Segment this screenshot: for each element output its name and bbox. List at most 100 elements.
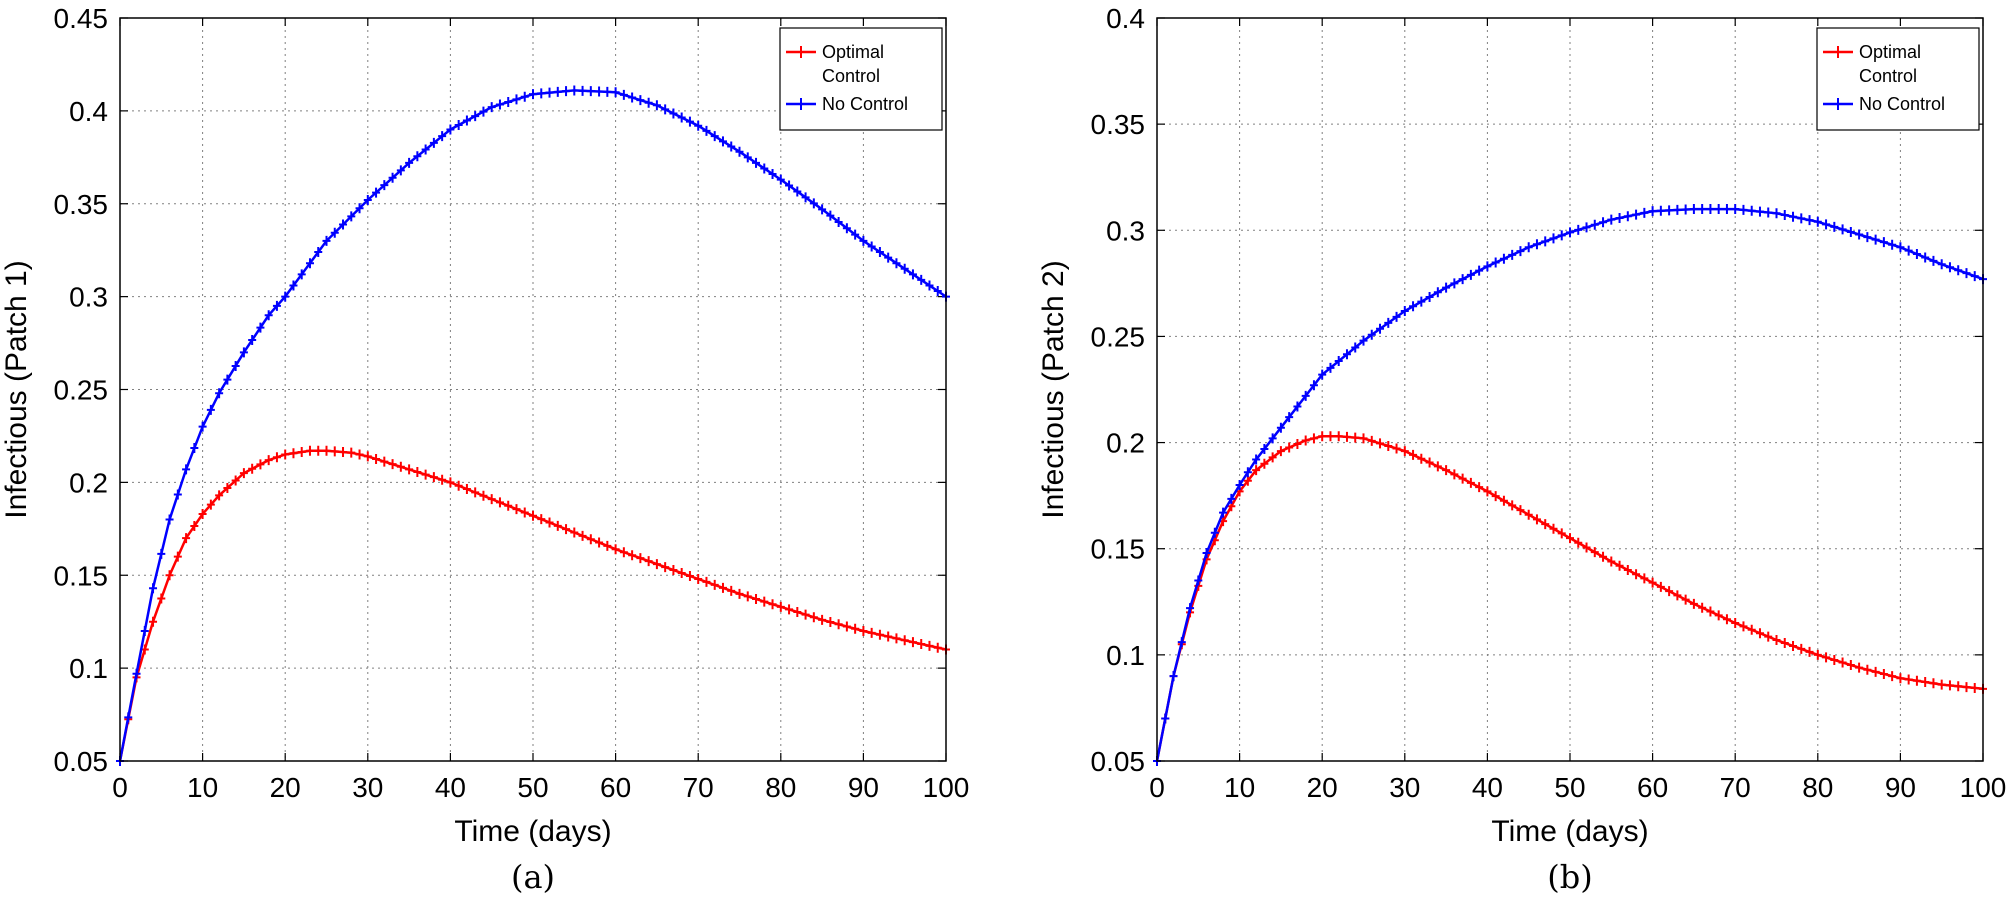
data-point-marker bbox=[1359, 335, 1368, 346]
data-point-marker bbox=[586, 86, 595, 97]
data-point-marker bbox=[372, 187, 381, 198]
data-point-marker bbox=[603, 86, 612, 97]
data-point-marker bbox=[793, 607, 802, 618]
data-point-marker bbox=[859, 235, 868, 246]
data-point-marker bbox=[652, 100, 661, 111]
data-point-marker bbox=[1706, 606, 1715, 617]
data-point-marker bbox=[1731, 204, 1740, 215]
y-tick-label: 0.05 bbox=[1091, 746, 1146, 777]
x-tick-label: 40 bbox=[435, 772, 466, 803]
data-point-marker bbox=[248, 463, 257, 474]
legend-marker bbox=[1834, 46, 1842, 58]
data-point-marker bbox=[1640, 573, 1649, 584]
data-point-marker bbox=[735, 146, 744, 157]
data-point-marker bbox=[1293, 438, 1302, 449]
data-point-marker bbox=[231, 360, 240, 371]
data-point-marker bbox=[149, 583, 158, 594]
legend-entry-no-control: No Control bbox=[786, 94, 908, 114]
data-point-marker bbox=[322, 235, 331, 246]
data-point-marker bbox=[1491, 491, 1500, 502]
data-point-marker bbox=[289, 280, 298, 291]
data-point-marker bbox=[628, 550, 637, 561]
data-point-marker bbox=[1318, 431, 1327, 442]
data-point-marker bbox=[1532, 514, 1541, 525]
data-point-marker bbox=[355, 203, 364, 214]
data-point-marker bbox=[694, 120, 703, 131]
data-point-marker bbox=[1450, 469, 1459, 480]
x-tick-label: 0 bbox=[1149, 772, 1165, 803]
y-tick-label: 0.25 bbox=[1091, 321, 1146, 352]
data-point-marker bbox=[570, 85, 579, 96]
data-point-marker bbox=[636, 95, 645, 106]
data-point-marker bbox=[1359, 433, 1368, 444]
data-point-marker bbox=[1268, 433, 1277, 444]
data-point-marker bbox=[1557, 528, 1566, 539]
data-point-marker bbox=[1318, 369, 1327, 380]
data-point-marker bbox=[190, 443, 199, 454]
data-point-marker bbox=[173, 551, 182, 562]
data-point-marker bbox=[1888, 671, 1897, 682]
chart-a: 0 10 20 30 40 50 60 70 80 90 100 0.05 0.1 0.15 0.2 0.25… bbox=[0, 3, 969, 896]
data-point-marker bbox=[239, 347, 248, 358]
data-point-marker bbox=[198, 508, 207, 519]
data-point-marker bbox=[570, 527, 579, 538]
chart-b: 0 10 20 30 40 50 60 70 80 90 100 0.05 0.1 0.15 0.2 0.25… bbox=[1037, 3, 2006, 896]
data-point-marker bbox=[677, 112, 686, 123]
data-point-marker bbox=[1276, 446, 1285, 457]
data-point-marker bbox=[446, 477, 455, 488]
data-point-marker bbox=[1789, 211, 1798, 222]
y-tick-label: 0.35 bbox=[54, 189, 109, 220]
data-point-marker bbox=[1351, 342, 1360, 353]
data-point-marker bbox=[281, 291, 290, 302]
data-point-marker bbox=[1929, 255, 1938, 266]
data-point-marker bbox=[917, 638, 926, 649]
data-point-marker bbox=[495, 497, 504, 508]
data-point-marker bbox=[281, 449, 290, 460]
data-point-marker bbox=[669, 565, 678, 576]
data-point-marker bbox=[735, 588, 744, 599]
data-point-marker bbox=[305, 445, 314, 456]
data-point-marker bbox=[504, 500, 513, 511]
data-point-marker bbox=[1252, 465, 1261, 476]
data-point-marker bbox=[1409, 449, 1418, 460]
data-point-marker bbox=[495, 99, 504, 110]
series-optimal-control bbox=[116, 445, 950, 766]
data-point-marker bbox=[710, 131, 719, 142]
data-point-marker bbox=[1805, 646, 1814, 657]
data-point-marker bbox=[520, 91, 529, 102]
data-point-marker bbox=[1714, 610, 1723, 621]
data-point-marker bbox=[1409, 301, 1418, 312]
data-point-marker bbox=[1706, 204, 1715, 215]
data-point-marker bbox=[718, 582, 727, 593]
data-point-marker bbox=[1483, 261, 1492, 272]
data-point-marker bbox=[1309, 380, 1318, 391]
x-tick-label: 30 bbox=[1389, 772, 1420, 803]
data-point-marker bbox=[264, 455, 273, 466]
data-point-marker bbox=[1632, 209, 1641, 220]
data-point-marker bbox=[1376, 323, 1385, 334]
data-point-marker bbox=[1747, 205, 1756, 216]
data-point-marker bbox=[140, 625, 149, 636]
data-point-marker bbox=[1855, 662, 1864, 673]
data-point-marker bbox=[438, 131, 447, 142]
data-point-marker bbox=[1590, 219, 1599, 230]
data-point-marker bbox=[1235, 480, 1244, 491]
plot-frame bbox=[119, 17, 947, 762]
data-point-marker bbox=[875, 629, 884, 640]
data-point-marker bbox=[1912, 675, 1921, 686]
plot-frame bbox=[1156, 17, 1984, 762]
data-point-marker bbox=[652, 559, 661, 570]
x-tick-label: 50 bbox=[517, 772, 548, 803]
data-point-marker bbox=[1384, 317, 1393, 328]
data-point-marker bbox=[1739, 204, 1748, 215]
data-point-marker bbox=[1475, 482, 1484, 493]
data-point-marker bbox=[1516, 505, 1525, 516]
data-point-marker bbox=[1937, 259, 1946, 270]
data-point-marker bbox=[1334, 431, 1343, 442]
y-tick-label: 0.15 bbox=[54, 560, 109, 591]
data-point-marker bbox=[429, 472, 438, 483]
data-point-marker bbox=[429, 137, 438, 148]
data-point-marker bbox=[793, 186, 802, 197]
data-point-marker bbox=[842, 223, 851, 234]
data-point-marker bbox=[372, 453, 381, 464]
